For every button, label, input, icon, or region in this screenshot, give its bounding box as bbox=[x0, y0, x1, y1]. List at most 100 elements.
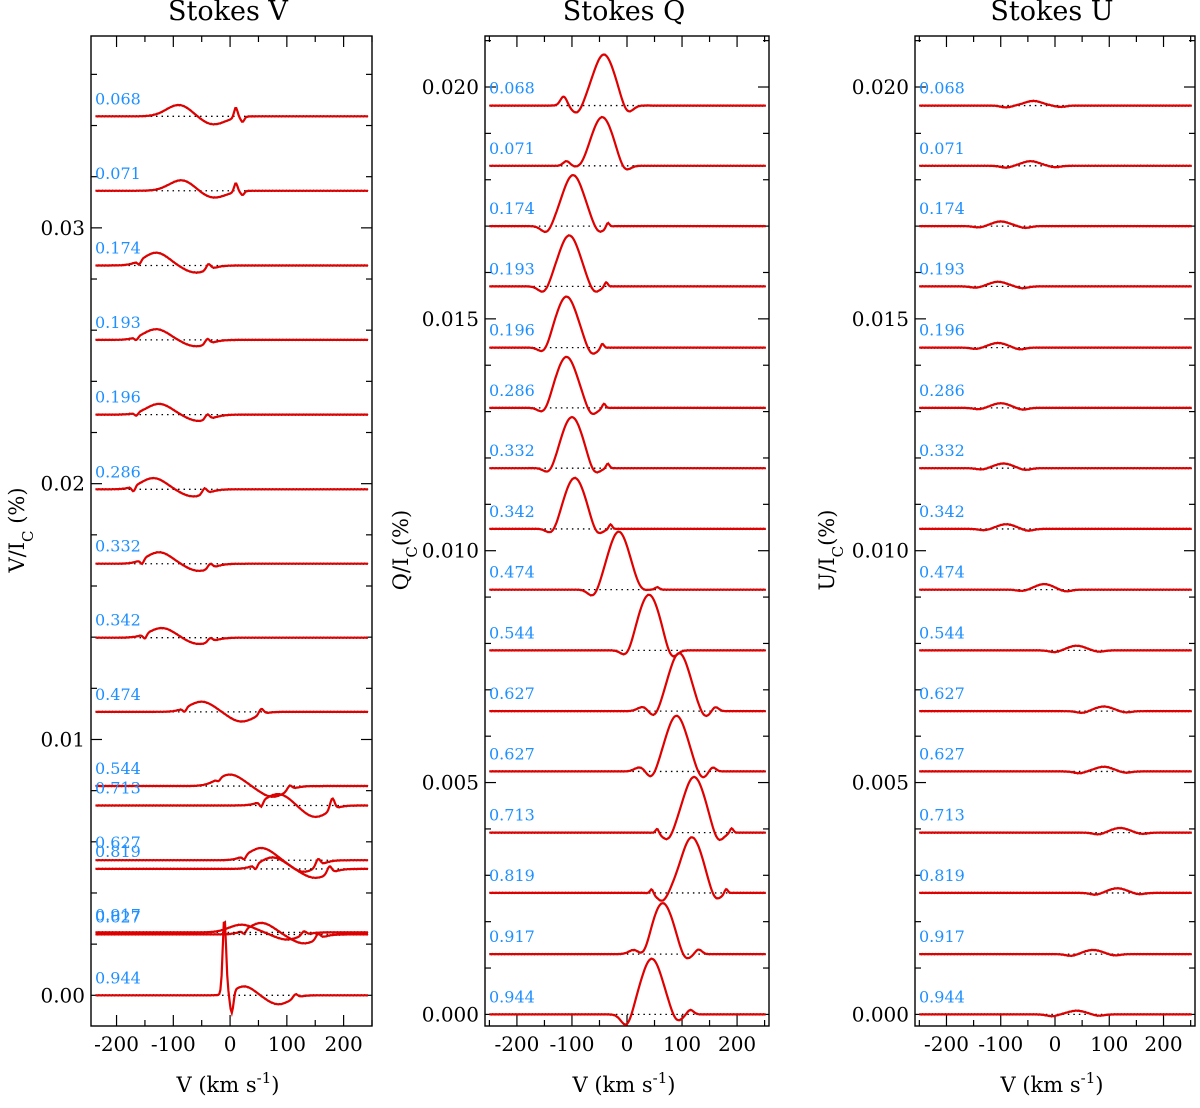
phase-label: 0.193 bbox=[919, 259, 965, 278]
phase-label: 0.332 bbox=[489, 441, 535, 460]
model-profile bbox=[919, 462, 1192, 471]
x-tick-label: 0 bbox=[621, 1032, 634, 1056]
y-tick-label: 0.00 bbox=[40, 983, 85, 1007]
profile-0.332: 0.332 bbox=[919, 441, 1193, 472]
model-profile bbox=[489, 476, 766, 535]
model-profile bbox=[919, 582, 1192, 593]
stokes-u-ylabel: U/IC(%) bbox=[815, 510, 847, 591]
observed-profile bbox=[919, 765, 1193, 775]
y-tick-label: 0.000 bbox=[852, 1002, 909, 1026]
model-profile bbox=[489, 116, 766, 171]
model-profile bbox=[489, 775, 766, 841]
profile-0.174: 0.174 bbox=[919, 199, 1193, 230]
model-profile bbox=[489, 593, 766, 658]
phase-label: 0.917 bbox=[919, 927, 965, 946]
observed-profile bbox=[919, 948, 1193, 958]
phase-label: 0.196 bbox=[919, 321, 965, 340]
phase-label: 0.342 bbox=[919, 502, 965, 521]
x-tick-label: 100 bbox=[1090, 1032, 1128, 1056]
profile-0.196: 0.196 bbox=[919, 321, 1193, 351]
model-profile bbox=[95, 328, 368, 348]
x-tick-label: 100 bbox=[663, 1032, 701, 1056]
model-profile bbox=[95, 846, 368, 873]
phase-label: 0.332 bbox=[95, 537, 141, 556]
model-profile bbox=[95, 921, 368, 1018]
y-tick-label: 0.010 bbox=[422, 539, 479, 563]
profile-0.713: 0.713 bbox=[919, 806, 1193, 836]
phase-label: 0.071 bbox=[95, 164, 141, 183]
model-profile bbox=[95, 792, 368, 819]
model-profile bbox=[919, 280, 1192, 290]
profile-0.627: 0.627 bbox=[95, 907, 369, 945]
profile-0.342: 0.342 bbox=[489, 476, 766, 535]
profile-0.196: 0.196 bbox=[489, 295, 766, 355]
stokes-v-title: Stokes V bbox=[168, 0, 288, 27]
profile-0.544: 0.544 bbox=[489, 593, 766, 658]
model-profile bbox=[489, 902, 766, 960]
model-profile bbox=[489, 836, 766, 902]
phase-label: 0.068 bbox=[489, 79, 535, 98]
model-profile bbox=[489, 530, 766, 597]
model-profile bbox=[489, 355, 766, 416]
model-profile bbox=[919, 341, 1192, 351]
profile-0.068: 0.068 bbox=[95, 89, 369, 126]
model-profile bbox=[919, 220, 1192, 229]
phase-label: 0.068 bbox=[95, 89, 141, 108]
model-profile bbox=[95, 700, 368, 723]
x-tick-label: 0 bbox=[1049, 1032, 1062, 1056]
phase-label: 0.474 bbox=[489, 563, 535, 582]
stokes-u-title: Stokes U bbox=[990, 0, 1113, 27]
x-tick-label: -100 bbox=[151, 1032, 196, 1056]
model-profile bbox=[919, 523, 1192, 532]
phase-label: 0.944 bbox=[919, 987, 965, 1006]
phase-label: 0.819 bbox=[489, 866, 535, 885]
profile-0.544: 0.544 bbox=[919, 623, 1193, 654]
y-tick-label: 0.005 bbox=[422, 771, 479, 795]
phase-label: 0.196 bbox=[95, 388, 141, 407]
profile-0.917: 0.917 bbox=[919, 927, 1193, 958]
stokes-v-panel: Stokes V V/IC (%) V (km s-1) -200 -100 0 10… bbox=[5, 0, 373, 1097]
stokes-v-xlabel: V (km s-1) bbox=[176, 1069, 280, 1097]
phase-label: 0.917 bbox=[95, 905, 141, 924]
profile-0.713: 0.713 bbox=[95, 778, 369, 819]
profile-0.174: 0.174 bbox=[95, 238, 369, 274]
phase-label: 0.196 bbox=[489, 321, 535, 340]
profile-0.196: 0.196 bbox=[95, 388, 369, 423]
model-profile bbox=[919, 948, 1192, 957]
profile-0.332: 0.332 bbox=[489, 415, 766, 474]
y-tick-label: 0.01 bbox=[40, 727, 85, 751]
phase-label: 0.286 bbox=[919, 381, 965, 400]
phase-label: 0.286 bbox=[95, 462, 141, 481]
x-tick-label: 200 bbox=[718, 1032, 756, 1056]
model-profile bbox=[95, 921, 368, 945]
phase-label: 0.819 bbox=[919, 866, 965, 885]
phase-label: 0.286 bbox=[489, 381, 535, 400]
model-profile bbox=[919, 887, 1192, 896]
phase-label: 0.944 bbox=[489, 987, 535, 1006]
stokes-q-panel: Stokes Q Q/IC(%) V (km s-1) -200 -100 0 100… bbox=[389, 0, 770, 1097]
profile-0.286: 0.286 bbox=[95, 462, 369, 498]
model-profile bbox=[95, 103, 368, 126]
phase-label: 0.193 bbox=[489, 259, 535, 278]
profile-0.819: 0.819 bbox=[919, 866, 1193, 896]
profile-0.193: 0.193 bbox=[919, 259, 1193, 290]
model-profile bbox=[95, 856, 368, 879]
model-profile bbox=[919, 402, 1192, 411]
phase-label: 0.544 bbox=[95, 759, 141, 778]
x-tick-label: 0 bbox=[224, 1032, 237, 1056]
phase-label: 0.474 bbox=[919, 563, 965, 582]
observed-profile bbox=[919, 705, 1193, 715]
model-profile bbox=[919, 1009, 1192, 1018]
x-tick-label: 100 bbox=[268, 1032, 306, 1056]
model-profile bbox=[489, 53, 766, 114]
observed-profile bbox=[919, 522, 1193, 532]
x-tick-label: 200 bbox=[325, 1032, 363, 1056]
phase-label: 0.627 bbox=[919, 744, 965, 763]
stokes-u-panel: Stokes U U/IC(%) V (km s-1) -200 -100 0 100… bbox=[815, 0, 1196, 1097]
profile-0.627: 0.627 bbox=[95, 833, 369, 873]
profile-0.917: 0.917 bbox=[95, 905, 369, 941]
phase-label: 0.627 bbox=[489, 744, 535, 763]
model-profile bbox=[95, 923, 368, 941]
y-tick-label: 0.02 bbox=[40, 472, 85, 496]
phase-label: 0.544 bbox=[919, 623, 965, 642]
